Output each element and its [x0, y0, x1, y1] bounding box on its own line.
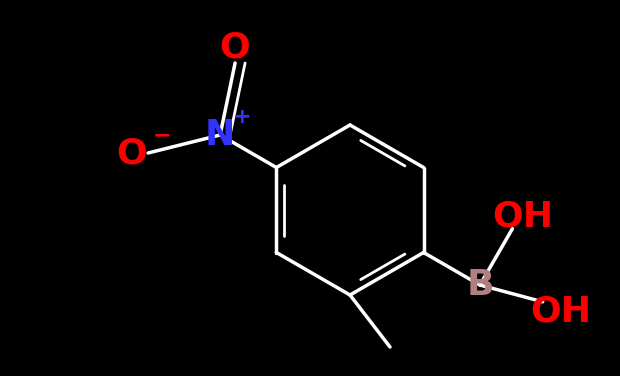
Text: +: +: [232, 107, 251, 127]
Text: OH: OH: [492, 200, 553, 234]
Text: OH: OH: [530, 295, 591, 329]
Text: O: O: [219, 30, 250, 64]
Text: B: B: [466, 268, 494, 302]
Text: −: −: [153, 125, 171, 145]
Text: O: O: [117, 136, 148, 170]
Text: N: N: [205, 118, 235, 152]
